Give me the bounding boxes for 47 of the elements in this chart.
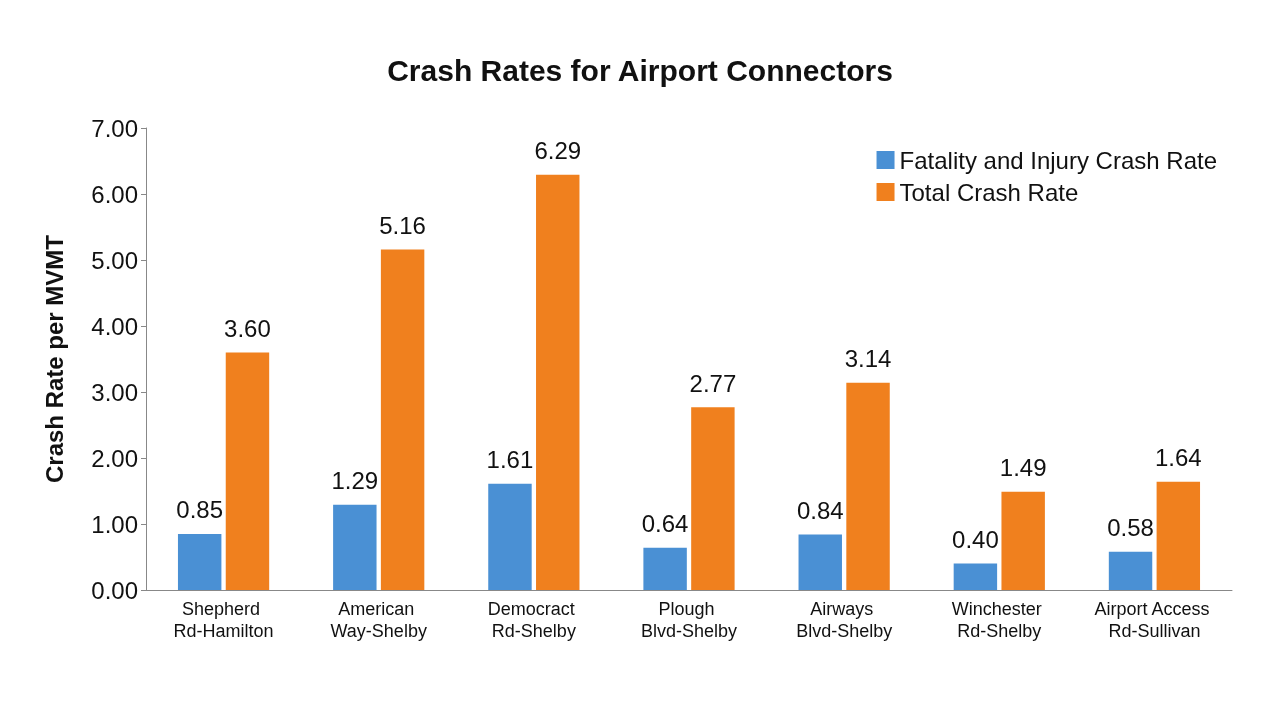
bar [643,547,687,590]
y-tick-label: 4.00 [91,312,138,340]
y-tick-label: 6.00 [91,180,138,208]
bar [1108,551,1153,590]
legend-label: Fatality and Injury Crash Rate [899,146,1218,174]
x-tick-label: Airways Blvd-Shelby [796,599,893,641]
x-tick-label: American Way-Shelby [330,599,427,641]
bar [1001,491,1045,590]
y-tick-label: 5.00 [91,246,138,274]
bar [846,382,890,590]
bar [691,407,735,590]
data-label: 6.29 [534,137,582,165]
data-label: 0.40 [952,526,999,554]
bar [1156,481,1201,590]
data-label: 0.85 [176,496,224,524]
data-label: 3.14 [844,345,892,373]
x-tick-label: Shepherd Rd-Hamilton [173,599,274,641]
bar [333,504,377,590]
bar [536,174,580,590]
y-tick-label: 3.00 [91,378,138,406]
data-label: 3.60 [224,314,271,342]
legend-label: Total Crash Rate [899,178,1079,206]
x-tick-label: Airport Access Rd-Sullivan [1094,599,1215,641]
data-label: 0.64 [641,510,689,538]
data-label: 1.49 [999,454,1047,482]
bar [488,483,532,590]
data-label: 0.58 [1107,514,1154,542]
data-label: 1.64 [1154,444,1202,472]
x-tick-label: Plough Blvd-Shelby [640,599,738,641]
x-tick-label: Winchester Rd-Shelby [951,599,1047,641]
bar [225,352,270,590]
y-tick-label: 1.00 [91,510,138,538]
bar [798,534,842,590]
y-axis-title: Crash Rate per MVMT [40,234,68,484]
bar [380,249,425,590]
bar [953,563,998,590]
data-label: 0.84 [796,497,844,525]
bar [177,533,222,590]
data-label: 5.16 [379,211,426,239]
x-tick-label: Democract Rd-Shelby [487,599,580,641]
y-tick-label: 0.00 [91,576,138,604]
chart-title: Crash Rates for Airport Connectors [387,53,893,87]
y-tick-label: 7.00 [91,114,138,142]
data-label: 1.29 [331,467,379,495]
y-tick-label: 2.00 [91,444,138,472]
data-label: 2.77 [689,369,737,397]
data-label: 1.61 [486,446,534,474]
